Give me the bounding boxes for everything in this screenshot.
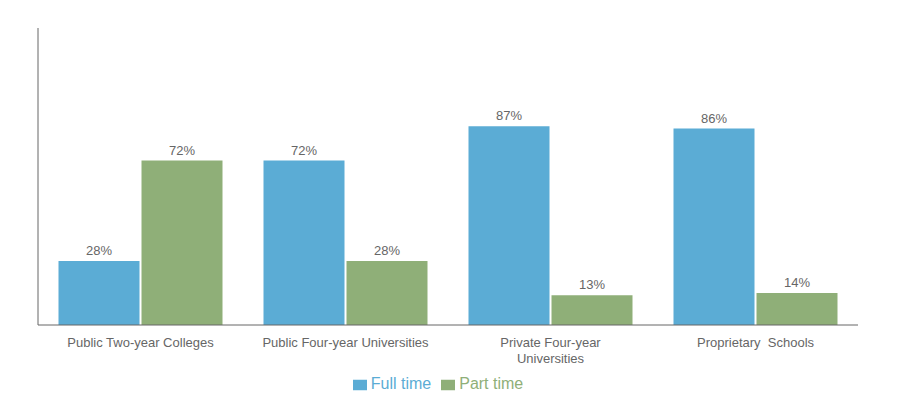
svg-text:13%: 13% bbox=[579, 277, 605, 292]
html-text:Full time: Full time bbox=[370, 375, 432, 392]
svg-text:28%: 28% bbox=[86, 243, 112, 258]
svg-text:86%: 86% bbox=[701, 111, 727, 126]
html-text:Part time: Part time bbox=[459, 375, 524, 392]
svg-text:87%: 87% bbox=[496, 108, 522, 123]
svg-text:Private Four-yearUniversities: Private Four-yearUniversities bbox=[500, 335, 601, 366]
svg-text:Proprietary Schools: Proprietary Schools bbox=[697, 335, 815, 350]
svg-text:72%: 72% bbox=[169, 143, 195, 158]
svg-text:28%: 28% bbox=[374, 243, 400, 258]
svg-text:14%: 14% bbox=[784, 275, 810, 290]
svg-text:72%: 72% bbox=[291, 143, 317, 158]
svg-text:Public Four-year Universities: Public Four-year Universities bbox=[262, 335, 429, 350]
svg-text:Public Two-year Colleges: Public Two-year Colleges bbox=[67, 335, 214, 350]
